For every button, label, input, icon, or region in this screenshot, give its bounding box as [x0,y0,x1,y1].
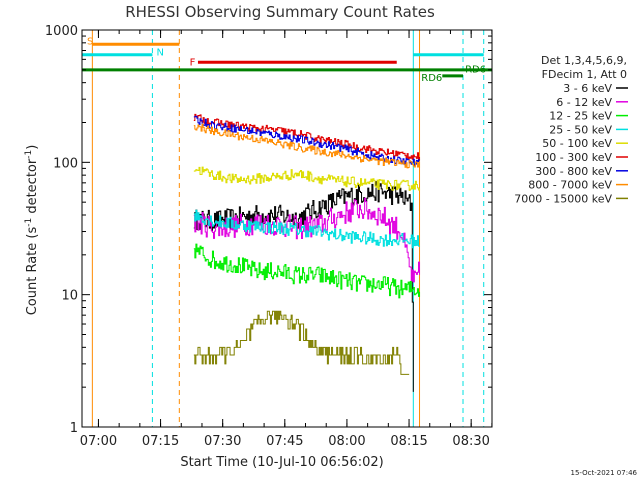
legend-header-line-2: FDecim 1, Att 0 [542,68,627,81]
legend-label-0: 3 - 6 keV [563,82,612,95]
plot-area: S N F RD6 RD6 [82,30,492,427]
x-tick-label: 07:45 [266,434,303,449]
series-line-6 [193,115,421,166]
legend-label-4: 50 - 100 keV [542,137,612,150]
series-line-1 [193,197,421,283]
y-tick-label: 10 [61,289,78,304]
x-tick-label: 08:00 [328,434,365,449]
x-tick-label: 08:15 [390,434,427,449]
annotation-label-1: N [157,47,164,58]
x-tick-label: 07:30 [204,434,241,449]
annotation-label-0: S [87,37,93,48]
legend: Det 1,3,4,5,6,9, FDecim 1, Att 0 3 - 6 k… [514,54,628,205]
series-line-5 [193,113,421,160]
legend-header-line-1: Det 1,3,4,5,6,9, [541,54,627,67]
series-line-2 [193,243,421,299]
y-tick-label: 1 [70,421,78,436]
legend-label-6: 300 - 800 keV [535,165,612,178]
y-tick-label: 1000 [45,24,78,39]
x-tick-label: 07:15 [142,434,179,449]
annotation-label-2: F [190,57,196,68]
legend-label-2: 12 - 25 keV [549,110,612,123]
chart-title: RHESSI Observing Summary Count Rates [125,3,435,21]
series-line-8 [193,310,410,375]
series-line-7 [193,123,421,169]
legend-label-5: 100 - 300 keV [535,151,612,164]
x-tick-label: 07:00 [80,434,117,449]
y-axis-title: Count Rate (s-1 detector-1) [24,145,40,316]
generation-timestamp: 15-Oct-2021 07:46 [571,469,638,477]
plot-frame [81,29,493,428]
annotation-label-4: RD6 [421,73,442,84]
x-tick-label: 08:30 [452,434,489,449]
series-line-4 [193,166,421,191]
y-tick-label: 100 [53,156,78,171]
legend-label-3: 25 - 50 keV [549,123,612,136]
x-axis-title: Start Time (10-Jul-10 06:56:02) [180,455,383,470]
legend-label-1: 6 - 12 keV [556,96,612,109]
series-line-3 [193,209,421,249]
legend-label-8: 7000 - 15000 keV [514,192,612,205]
axis-ticks: 07:00 07:15 07:30 07:45 08:00 08:15 08:30 1 10 10… [45,24,493,449]
annotation-label-3: RD6 [465,65,486,76]
legend-label-7: 800 - 7000 keV [528,179,612,192]
